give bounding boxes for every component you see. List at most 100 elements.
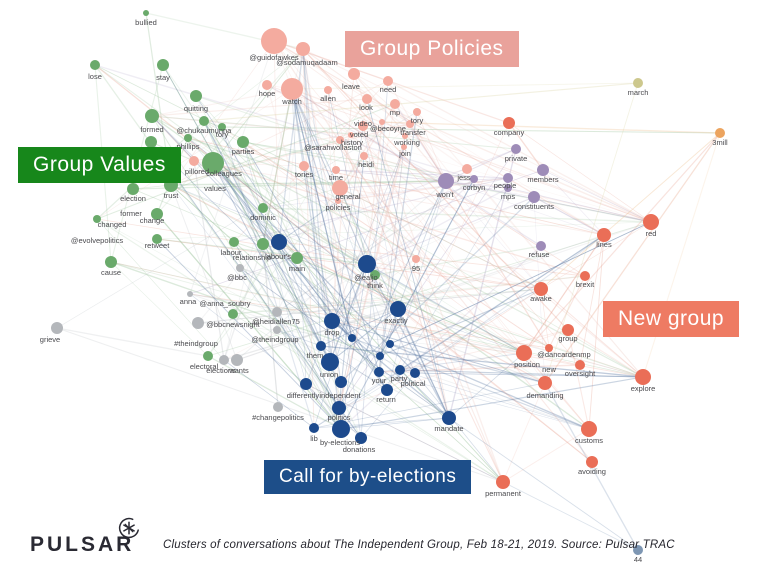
graph-node[interactable] — [348, 334, 356, 342]
graph-node[interactable] — [348, 68, 360, 80]
graph-node[interactable] — [335, 376, 347, 388]
graph-node[interactable] — [151, 208, 163, 220]
graph-node[interactable] — [203, 351, 213, 361]
graph-node[interactable] — [143, 10, 149, 16]
graph-node[interactable] — [93, 215, 101, 223]
graph-node[interactable] — [348, 132, 354, 138]
graph-node[interactable] — [272, 307, 282, 317]
graph-node[interactable] — [534, 282, 548, 296]
graph-node[interactable] — [309, 423, 319, 433]
graph-node[interactable] — [358, 121, 368, 131]
graph-node[interactable] — [258, 203, 268, 213]
graph-node[interactable] — [336, 136, 344, 144]
graph-node[interactable] — [332, 401, 346, 415]
graph-node[interactable] — [316, 341, 326, 351]
graph-node[interactable] — [376, 352, 384, 360]
graph-node[interactable] — [187, 291, 193, 297]
graph-node[interactable] — [406, 120, 414, 128]
graph-node[interactable] — [157, 59, 169, 71]
graph-node[interactable] — [51, 322, 63, 334]
graph-node[interactable] — [189, 156, 199, 166]
graph-node[interactable] — [503, 117, 515, 129]
graph-node[interactable] — [496, 475, 510, 489]
graph-node[interactable] — [386, 340, 394, 348]
graph-node[interactable] — [332, 420, 350, 438]
graph-node[interactable] — [562, 324, 574, 336]
graph-node[interactable] — [199, 116, 209, 126]
graph-node[interactable] — [236, 264, 244, 272]
graph-node[interactable] — [219, 355, 229, 365]
graph-node[interactable] — [291, 252, 303, 264]
graph-node[interactable] — [390, 301, 406, 317]
graph-node[interactable] — [192, 317, 204, 329]
graph-node[interactable] — [360, 152, 368, 160]
graph-node[interactable] — [374, 367, 384, 377]
graph-node[interactable] — [581, 421, 597, 437]
graph-node[interactable] — [438, 173, 454, 189]
graph-node[interactable] — [379, 119, 385, 125]
graph-node[interactable] — [231, 354, 243, 366]
graph-node[interactable] — [402, 133, 408, 139]
graph-node[interactable] — [262, 80, 272, 90]
graph-node[interactable] — [90, 60, 100, 70]
graph-node[interactable] — [237, 136, 249, 148]
graph-node[interactable] — [528, 191, 540, 203]
graph-node[interactable] — [145, 136, 157, 148]
graph-node[interactable] — [296, 42, 310, 56]
graph-node[interactable] — [228, 309, 238, 319]
graph-node[interactable] — [536, 241, 546, 251]
graph-node[interactable] — [362, 94, 372, 104]
graph-node[interactable] — [413, 108, 421, 116]
graph-node[interactable] — [152, 234, 162, 244]
graph-node[interactable] — [511, 144, 521, 154]
graph-node[interactable] — [190, 90, 202, 102]
graph-node[interactable] — [355, 432, 367, 444]
graph-node[interactable] — [633, 78, 643, 88]
graph-node[interactable] — [271, 234, 287, 250]
graph-node[interactable] — [597, 228, 611, 242]
graph-node[interactable] — [218, 123, 226, 131]
graph-node[interactable] — [324, 313, 340, 329]
graph-node[interactable] — [332, 166, 340, 174]
graph-node[interactable] — [504, 184, 512, 192]
graph-node[interactable] — [273, 326, 281, 334]
graph-node[interactable] — [273, 402, 283, 412]
graph-node[interactable] — [299, 161, 309, 171]
graph-node[interactable] — [538, 376, 552, 390]
graph-node[interactable] — [633, 545, 643, 555]
graph-node[interactable] — [635, 369, 651, 385]
graph-node[interactable] — [575, 360, 585, 370]
graph-node[interactable] — [335, 198, 341, 204]
graph-node[interactable] — [383, 76, 393, 86]
graph-node[interactable] — [442, 411, 456, 425]
graph-node[interactable] — [580, 271, 590, 281]
graph-node[interactable] — [545, 344, 553, 352]
graph-node[interactable] — [321, 353, 339, 371]
graph-node[interactable] — [410, 368, 420, 378]
graph-node[interactable] — [105, 256, 117, 268]
graph-node[interactable] — [537, 164, 549, 176]
graph-node[interactable] — [715, 128, 725, 138]
graph-node[interactable] — [127, 183, 139, 195]
graph-node[interactable] — [261, 28, 287, 54]
graph-node[interactable] — [324, 86, 332, 94]
graph-node[interactable] — [470, 175, 478, 183]
graph-node[interactable] — [390, 99, 400, 109]
graph-node[interactable] — [401, 144, 407, 150]
graph-node[interactable] — [462, 164, 472, 174]
graph-node[interactable] — [332, 180, 348, 196]
graph-node[interactable] — [229, 237, 239, 247]
graph-node[interactable] — [412, 255, 420, 263]
graph-node[interactable] — [503, 173, 513, 183]
graph-node[interactable] — [300, 378, 312, 390]
graph-node[interactable] — [145, 109, 159, 123]
graph-node[interactable] — [516, 345, 532, 361]
graph-node[interactable] — [358, 255, 376, 273]
graph-node[interactable] — [381, 384, 393, 396]
graph-node[interactable] — [643, 214, 659, 230]
graph-node[interactable] — [281, 78, 303, 100]
graph-node[interactable] — [586, 456, 598, 468]
graph-node[interactable] — [395, 365, 405, 375]
graph-node[interactable] — [370, 270, 380, 280]
graph-node[interactable] — [257, 238, 269, 250]
